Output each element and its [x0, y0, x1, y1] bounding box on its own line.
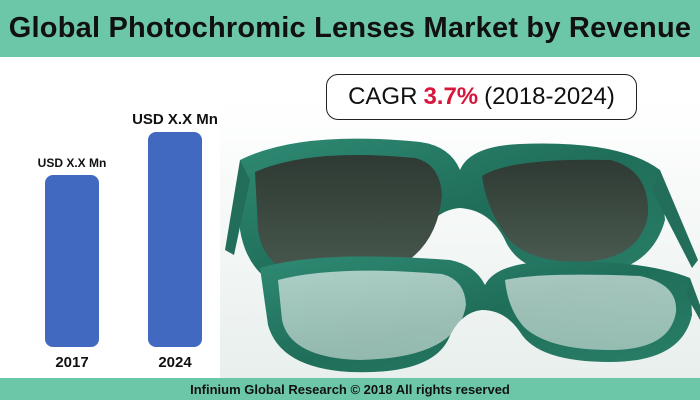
title-bar: Global Photochromic Lenses Market by Rev… — [0, 0, 700, 57]
bar-chart-svg: USD X.X Mn 2017 USD X.X Mn 2024 — [38, 111, 218, 371]
bar-2024 — [148, 132, 202, 347]
cagr-label: CAGR — [348, 83, 418, 110]
tick-label-2024: 2024 — [158, 354, 192, 371]
bar-2017 — [45, 175, 99, 347]
cagr-box: CAGR 3.7% (2018-2024) — [326, 74, 637, 120]
page-title: Global Photochromic Lenses Market by Rev… — [8, 12, 692, 44]
eyeglasses-icon — [220, 100, 700, 378]
tick-label-2017: 2017 — [55, 354, 88, 371]
footer-bar: Infinium Global Research © 2018 All righ… — [0, 378, 700, 400]
cagr-value: 3.7% — [423, 83, 479, 110]
footer-copyright: Infinium Global Research © 2018 All righ… — [190, 381, 510, 397]
cagr-period: (2018-2024) — [484, 83, 615, 110]
data-label-2024: USD X.X Mn — [132, 111, 218, 128]
bar-chart: USD X.X Mn 2017 USD X.X Mn 2024 — [0, 57, 220, 378]
data-label-2017: USD X.X Mn — [38, 156, 107, 170]
